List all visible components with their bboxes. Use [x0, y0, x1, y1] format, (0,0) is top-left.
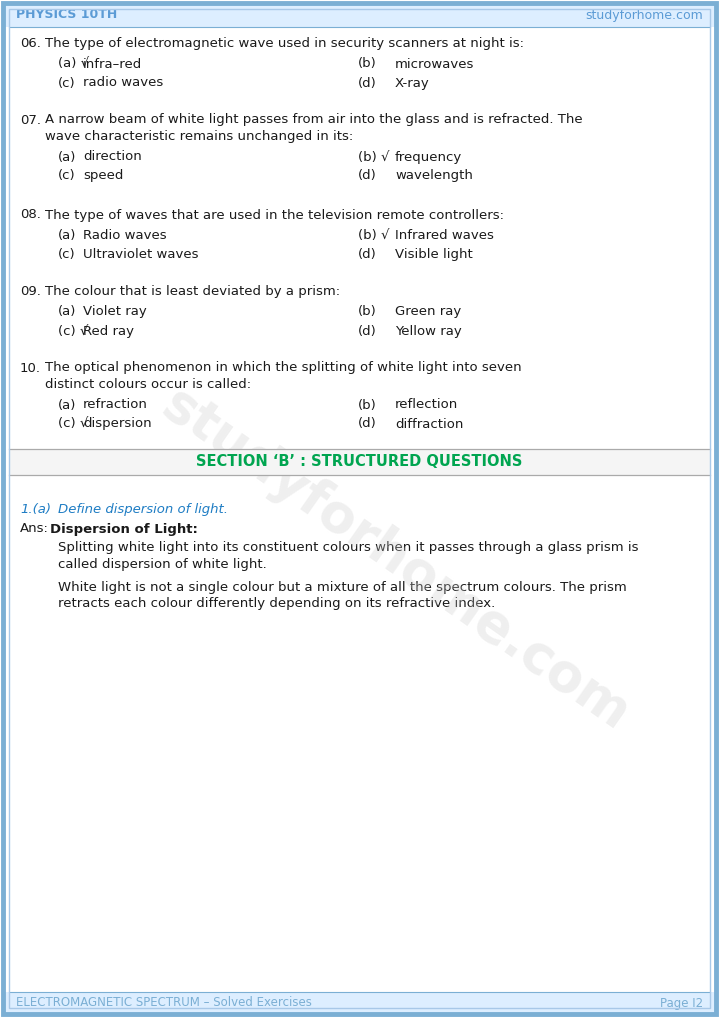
Text: (a): (a) — [58, 229, 76, 242]
Text: SECTION ‘B’ : STRUCTURED QUESTIONS: SECTION ‘B’ : STRUCTURED QUESTIONS — [196, 454, 523, 469]
Text: Violet ray: Violet ray — [83, 305, 147, 318]
Text: 08.: 08. — [20, 208, 41, 222]
Text: The type of electromagnetic wave used in security scanners at night is:: The type of electromagnetic wave used in… — [45, 37, 524, 50]
Text: infra–red: infra–red — [83, 58, 142, 70]
Text: White light is not a single colour but a mixture of all the spectrum colours. Th: White light is not a single colour but a… — [58, 581, 627, 594]
Text: Infrared waves: Infrared waves — [395, 229, 494, 242]
Text: Splitting white light into its constituent colours when it passes through a glas: Splitting white light into its constitue… — [58, 541, 638, 554]
Text: Define dispersion of light.: Define dispersion of light. — [58, 502, 228, 516]
Text: A narrow beam of white light passes from air into the glass and is refracted. Th: A narrow beam of white light passes from… — [45, 114, 582, 126]
Text: diffraction: diffraction — [395, 418, 463, 430]
Text: (b) √: (b) √ — [358, 151, 390, 164]
Text: 09.: 09. — [20, 285, 41, 298]
Text: wavelength: wavelength — [395, 170, 473, 182]
Text: (a) √: (a) √ — [58, 58, 89, 70]
Text: retracts each colour differently depending on its refractive index.: retracts each colour differently dependi… — [58, 597, 495, 610]
Text: distinct colours occur is called:: distinct colours occur is called: — [45, 378, 251, 391]
Text: The colour that is least deviated by a prism:: The colour that is least deviated by a p… — [45, 285, 340, 298]
Text: radio waves: radio waves — [83, 76, 163, 89]
Bar — [3, 992, 716, 1014]
Text: speed: speed — [83, 170, 124, 182]
Text: (b): (b) — [358, 58, 377, 70]
Text: dispersion: dispersion — [83, 418, 152, 430]
Text: frequency: frequency — [395, 151, 462, 164]
Text: Dispersion of Light:: Dispersion of Light: — [50, 523, 198, 536]
Text: Yellow ray: Yellow ray — [395, 324, 462, 338]
Text: 10.: 10. — [20, 361, 41, 374]
Text: Red ray: Red ray — [83, 324, 134, 338]
Text: (b) √: (b) √ — [358, 229, 390, 242]
Text: PHYSICS 10TH: PHYSICS 10TH — [16, 8, 117, 21]
Text: (c): (c) — [58, 170, 75, 182]
Text: studyforhome.com: studyforhome.com — [152, 378, 639, 740]
Text: Page I2: Page I2 — [660, 997, 703, 1010]
Text: (b): (b) — [358, 399, 377, 412]
Text: (d): (d) — [358, 248, 377, 261]
Text: (c) √: (c) √ — [58, 324, 88, 338]
Text: Radio waves: Radio waves — [83, 229, 167, 242]
Text: (d): (d) — [358, 418, 377, 430]
Bar — [3, 3, 716, 27]
Text: The optical phenomenon in which the splitting of white light into seven: The optical phenomenon in which the spli… — [45, 361, 521, 374]
Text: The type of waves that are used in the television remote controllers:: The type of waves that are used in the t… — [45, 208, 504, 222]
Text: wave characteristic remains unchanged in its:: wave characteristic remains unchanged in… — [45, 130, 353, 143]
Text: X-ray: X-ray — [395, 76, 430, 89]
Text: Ans:: Ans: — [20, 523, 49, 536]
Text: called dispersion of white light.: called dispersion of white light. — [58, 558, 267, 571]
Text: (d): (d) — [358, 170, 377, 182]
Text: 07.: 07. — [20, 114, 41, 126]
Text: reflection: reflection — [395, 399, 458, 412]
Text: 1.(a): 1.(a) — [20, 502, 51, 516]
Text: microwaves: microwaves — [395, 58, 475, 70]
Text: Visible light: Visible light — [395, 248, 473, 261]
Text: direction: direction — [83, 151, 142, 164]
Text: (b): (b) — [358, 305, 377, 318]
Text: (d): (d) — [358, 324, 377, 338]
Bar — [9, 448, 710, 475]
Text: (a): (a) — [58, 305, 76, 318]
Text: (c): (c) — [58, 248, 75, 261]
Text: studyforhome.com: studyforhome.com — [585, 8, 703, 21]
Text: (c): (c) — [58, 76, 75, 89]
Text: 06.: 06. — [20, 37, 41, 50]
Text: (a): (a) — [58, 399, 76, 412]
Text: Ultraviolet waves: Ultraviolet waves — [83, 248, 198, 261]
Text: (d): (d) — [358, 76, 377, 89]
Text: (a): (a) — [58, 151, 76, 164]
Text: (c) √: (c) √ — [58, 418, 88, 430]
Text: ELECTROMAGNETIC SPECTRUM – Solved Exercises: ELECTROMAGNETIC SPECTRUM – Solved Exerci… — [16, 997, 312, 1010]
Text: Green ray: Green ray — [395, 305, 462, 318]
Text: refraction: refraction — [83, 399, 148, 412]
